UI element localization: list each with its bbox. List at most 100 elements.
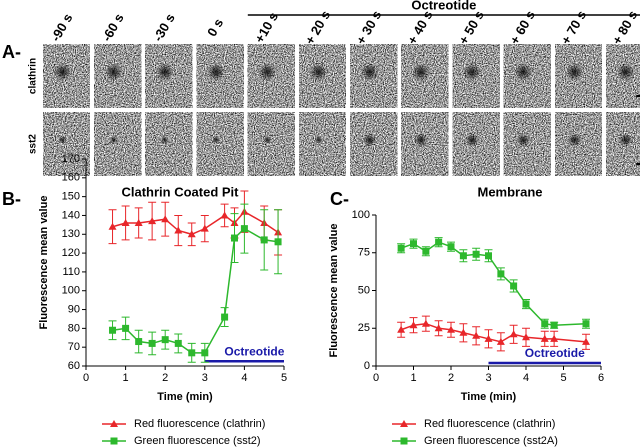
y-tick-label: 160 xyxy=(62,172,80,184)
y-tick-label: 100 xyxy=(352,209,370,221)
spot xyxy=(567,133,582,147)
y-tick-label: 75 xyxy=(358,247,370,259)
spot xyxy=(53,63,72,81)
time-label: 0 s xyxy=(204,16,226,39)
legend-label: Red fluorescence (clathrin) xyxy=(134,418,265,430)
x-axis-label: Time (min) xyxy=(461,391,517,403)
data-point xyxy=(435,238,443,246)
time-label: -90 s xyxy=(48,11,76,44)
y-tick-label: 120 xyxy=(62,247,80,259)
legend-label: Red fluorescence (clathrin) xyxy=(424,418,555,430)
series-line xyxy=(112,227,279,354)
x-tick-label: 0 xyxy=(373,372,379,384)
data-point xyxy=(108,222,117,230)
data-point xyxy=(485,252,492,260)
y-tick-label: 80 xyxy=(68,322,80,334)
x-tick-label: 4 xyxy=(523,372,529,384)
data-point xyxy=(550,321,558,329)
y-tick-label: 50 xyxy=(358,284,370,296)
treatment-label: Octreotide xyxy=(411,0,476,12)
spot xyxy=(104,63,123,81)
time-label: + 20 s xyxy=(302,8,333,47)
data-point xyxy=(135,338,143,346)
chart: C- Membrane Fluorescence mean value Time (m… xyxy=(328,184,604,446)
micrograph-noise xyxy=(196,112,244,176)
data-point xyxy=(109,326,117,334)
x-tick-label: 4 xyxy=(241,372,247,384)
y-tick-label: 0 xyxy=(364,360,370,372)
time-label: + 80 s xyxy=(609,8,640,47)
y-tick-label: 130 xyxy=(62,228,80,240)
spot xyxy=(465,133,480,147)
data-point xyxy=(447,325,455,333)
time-label: + 30 s xyxy=(353,8,384,47)
x-axis-label: Time (min) xyxy=(157,391,213,403)
data-point xyxy=(200,224,209,232)
data-point xyxy=(510,282,518,290)
y-tick-label: 110 xyxy=(62,266,80,278)
annotation-label: Octreotide xyxy=(525,346,585,360)
data-point xyxy=(472,331,481,339)
data-point xyxy=(422,247,430,255)
data-point xyxy=(148,217,157,225)
data-point xyxy=(459,328,468,336)
data-point xyxy=(121,218,130,226)
data-point xyxy=(447,243,455,251)
y-tick-label: 25 xyxy=(358,322,370,334)
data-point xyxy=(484,334,493,342)
spot xyxy=(314,136,323,144)
data-point xyxy=(188,349,196,357)
time-label: -30 s xyxy=(150,11,178,44)
spot xyxy=(514,63,533,81)
data-point xyxy=(472,250,480,258)
chart-title: Membrane xyxy=(477,184,542,199)
row-label: sst2 xyxy=(28,134,39,154)
y-axis-label: Fluorescence mean value xyxy=(38,196,50,330)
x-tick-label: 5 xyxy=(281,372,287,384)
data-point xyxy=(260,236,268,244)
x-tick-label: 6 xyxy=(598,372,604,384)
data-point xyxy=(459,252,467,260)
x-tick-label: 1 xyxy=(410,372,416,384)
spot xyxy=(258,63,277,81)
time-label: + 60 s xyxy=(507,8,538,47)
data-point xyxy=(274,238,282,246)
data-point xyxy=(220,211,229,219)
data-point xyxy=(397,325,406,333)
data-point xyxy=(497,270,505,278)
y-tick-label: 90 xyxy=(68,303,80,315)
data-point xyxy=(240,225,248,233)
spot xyxy=(109,136,118,144)
chart-title: Clathrin Coated Pit xyxy=(121,184,239,199)
panel-label: A- xyxy=(2,42,21,62)
legend-label: Green fluorescence (sst2) xyxy=(134,435,261,447)
data-point xyxy=(522,333,530,341)
data-point xyxy=(522,300,530,308)
spot xyxy=(516,133,531,147)
data-point xyxy=(496,337,505,345)
spot xyxy=(155,63,174,81)
x-tick-label: 5 xyxy=(560,372,566,384)
x-tick-label: 2 xyxy=(162,372,168,384)
micrograph-noise xyxy=(247,112,295,176)
legend-label: Green fluorescence (sst2A) xyxy=(424,435,558,447)
x-tick-label: 2 xyxy=(448,372,454,384)
x-tick-label: 0 xyxy=(83,372,89,384)
y-tick-label: 140 xyxy=(62,209,80,221)
data-point xyxy=(161,336,169,344)
spot xyxy=(463,63,482,81)
data-point xyxy=(421,319,430,327)
spot xyxy=(411,63,430,81)
x-tick-label: 3 xyxy=(485,372,491,384)
micrograph-noise xyxy=(145,112,193,176)
y-axis-label: Fluorescence mean value xyxy=(328,224,340,358)
y-tick-label: 150 xyxy=(62,191,80,203)
y-tick-label: 170 xyxy=(62,153,80,165)
time-label: + 70 s xyxy=(558,8,589,47)
spot xyxy=(360,63,379,81)
data-point xyxy=(187,230,196,238)
x-tick-label: 1 xyxy=(123,372,129,384)
micrograph-noise xyxy=(43,112,90,176)
